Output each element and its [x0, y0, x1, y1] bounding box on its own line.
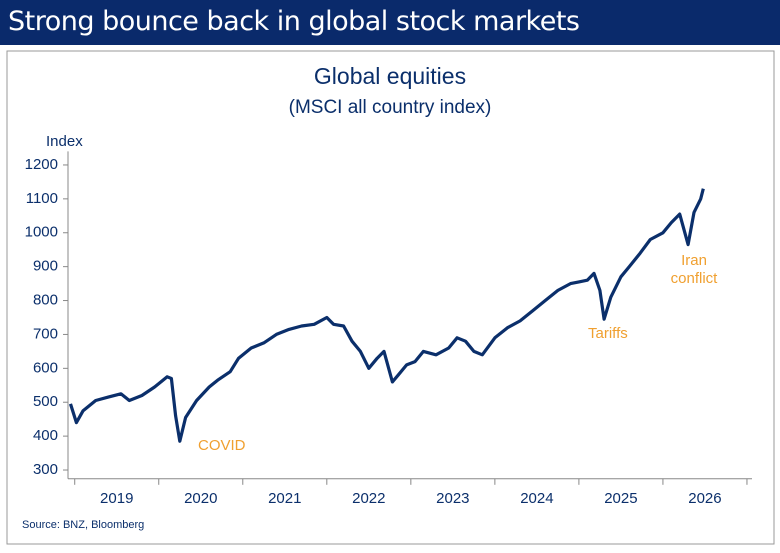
chart-subtitle: (MSCI all country index)	[289, 97, 492, 118]
annotation: Iran conflict	[670, 252, 718, 287]
y-tick-label: 800	[33, 292, 58, 309]
y-tick-label: 600	[33, 359, 58, 376]
annotation: COVID	[198, 437, 246, 454]
y-axis-label: Index	[46, 133, 83, 150]
x-tick-label: 2024	[520, 490, 553, 507]
source: Source: BNZ, Bloomberg	[22, 519, 144, 531]
x-tick-label: 2025	[604, 490, 637, 507]
chart-title: Global equities	[314, 63, 466, 89]
x-tick-label: 2019	[100, 490, 133, 507]
header-title: Strong bounce back in global stock marke…	[8, 6, 580, 37]
annotation: Tariffs	[588, 325, 628, 342]
y-tick-label: 1000	[25, 224, 58, 241]
x-tick-label: 2020	[184, 490, 217, 507]
y-tick-label: 900	[33, 258, 58, 275]
line	[68, 188, 705, 443]
y-tick-label: 1100	[26, 190, 58, 207]
x-tick-label: 2022	[352, 490, 385, 507]
y-tick-label: 1200	[25, 156, 58, 173]
y-tick-label: 500	[33, 393, 58, 410]
x-tick-label: 2026	[688, 490, 721, 507]
x-tick-label: 2021	[268, 490, 301, 507]
x-tick-label: 2023	[436, 490, 469, 507]
frame	[6, 50, 775, 545]
y-tick-label: 700	[33, 325, 58, 342]
y-tick-label: 300	[33, 461, 58, 478]
header: Strong bounce back in global stock marke…	[0, 0, 780, 45]
y-tick-label: 400	[33, 427, 58, 444]
